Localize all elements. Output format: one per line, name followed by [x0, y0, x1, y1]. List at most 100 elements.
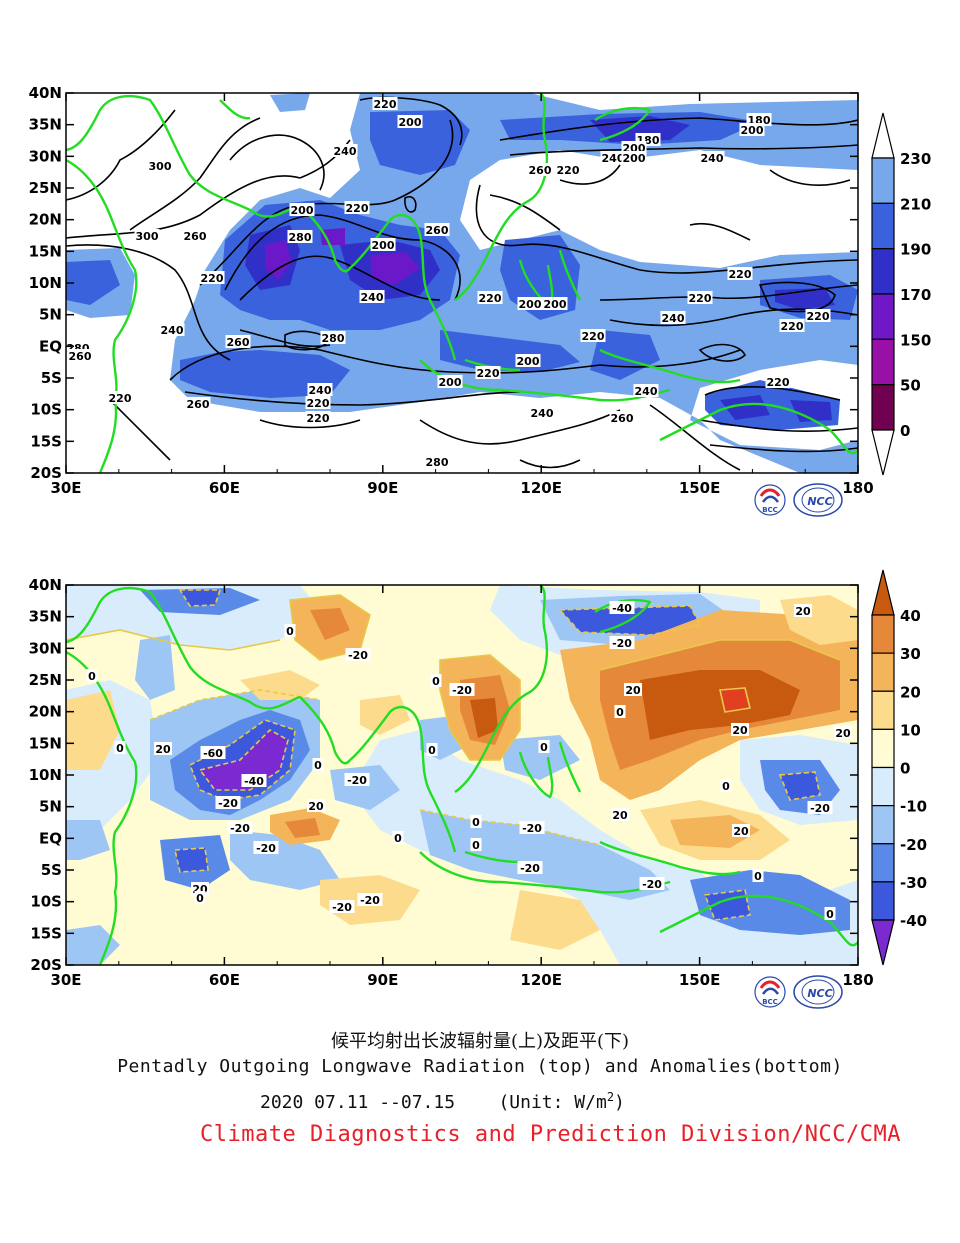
- contour-label: 20: [308, 800, 324, 813]
- x-tick-label: 180: [842, 971, 873, 989]
- contour-label-bg: [699, 151, 725, 164]
- contour-label-bg: [727, 267, 753, 280]
- contour-label-bg: [372, 97, 398, 110]
- contour-label: 260: [69, 350, 92, 363]
- contour-label-bg: [289, 203, 315, 216]
- contour-label: 240: [701, 152, 724, 165]
- contour-label: 200: [372, 239, 395, 252]
- x-tick-label: 180: [842, 479, 873, 497]
- contour-label: 220: [307, 397, 330, 410]
- contour-label-bg: [437, 375, 463, 388]
- x-tick-label: 90E: [367, 971, 398, 989]
- contour-label: -20: [360, 894, 380, 907]
- y-tick-label: 15S: [30, 432, 62, 450]
- contour-label-bg: [307, 799, 325, 812]
- contour-label: 200: [519, 298, 542, 311]
- contour-label: 240: [602, 152, 625, 165]
- contour-label: 0: [472, 816, 480, 829]
- contour-label-bg: [824, 907, 836, 920]
- contour-label: 240: [161, 324, 184, 337]
- colorbar-label: -20: [900, 836, 927, 854]
- y-tick-label: 5S: [41, 861, 62, 879]
- contour-label-bg: [529, 406, 555, 419]
- contour-label: 240: [531, 407, 554, 420]
- colorbar-box: [871, 805, 895, 845]
- colorbar-box: [871, 652, 895, 692]
- contour-label-bg: [794, 604, 812, 617]
- contour-label-bg: [609, 601, 635, 614]
- y-tick-label: 30N: [29, 147, 62, 165]
- contour-label-bg: [739, 123, 765, 136]
- contour-label-bg: [147, 159, 173, 172]
- contour-label-bg: [284, 624, 296, 637]
- y-tick-label: 5S: [41, 369, 62, 387]
- contour-label-bg: [470, 815, 482, 828]
- contour-label: 20: [795, 605, 811, 618]
- colorbar-box: [871, 248, 895, 295]
- y-tick-label: 20N: [29, 211, 62, 229]
- contour-label-bg: [430, 674, 442, 687]
- x-tick-label: 60E: [209, 479, 240, 497]
- colorbar-label: 210: [900, 195, 931, 213]
- contour-label-bg: [621, 151, 647, 164]
- y-tick-label: 40N: [29, 576, 62, 594]
- contour-label-bg: [470, 838, 482, 851]
- ncc-logo: NCC: [793, 975, 843, 1009]
- contour-label: 220: [346, 202, 369, 215]
- y-tick-label: 10S: [30, 401, 62, 419]
- contour-label-bg: [609, 411, 635, 424]
- contour-label-bg: [614, 705, 626, 718]
- caption-organization: Climate Diagnostics and Prediction Divis…: [200, 1122, 902, 1147]
- contour-label: -20: [332, 901, 352, 914]
- contour-label: 240: [635, 385, 658, 398]
- contour-label-bg: [538, 740, 550, 753]
- contour-label: 280: [426, 456, 449, 469]
- contour-label-bg: [357, 893, 383, 906]
- contour-label: 260: [426, 224, 449, 237]
- x-tick-label: 120E: [520, 971, 562, 989]
- colorbar-label: 230: [900, 150, 931, 168]
- contour-label-bg: [805, 309, 831, 322]
- contour-label-bg: [107, 391, 133, 404]
- contour-label: 220: [729, 268, 752, 281]
- contour-label: 200: [291, 204, 314, 217]
- colorbar-label: -40: [900, 912, 927, 930]
- contour-label-bg: [515, 354, 541, 367]
- contour-label-bg: [477, 291, 503, 304]
- contour-label-bg: [633, 384, 659, 397]
- contour-label-bg: [621, 141, 647, 154]
- x-tick-label: 120E: [520, 479, 562, 497]
- x-tick-label: 60E: [209, 971, 240, 989]
- contour-label: 200: [399, 116, 422, 129]
- contour-label: 220: [477, 367, 500, 380]
- contour-label: -20: [642, 878, 662, 891]
- y-tick-label: 5N: [39, 306, 62, 324]
- y-tick-label: 35N: [29, 608, 62, 626]
- colorbar-bottom-cap: [871, 919, 895, 966]
- contour-label-bg: [746, 113, 772, 126]
- contour-label: -20: [348, 649, 368, 662]
- y-tick-label: 20S: [30, 464, 62, 482]
- contour-label-bg: [765, 375, 791, 388]
- y-tick-label: EQ: [39, 337, 62, 355]
- contour-label-bg: [424, 223, 450, 236]
- colorbar-label: 10: [900, 721, 921, 739]
- contour-label-bg: [370, 238, 396, 251]
- colorbar-box: [871, 843, 895, 883]
- contour-label-bg: [720, 779, 732, 792]
- contour-label: 0: [286, 625, 294, 638]
- colorbar-box: [871, 881, 895, 921]
- contour-label: 220: [479, 292, 502, 305]
- contour-label: 0: [472, 839, 480, 852]
- contour-label: 200: [544, 298, 567, 311]
- contour-label-bg: [392, 831, 404, 844]
- contour-label-bg: [287, 230, 313, 243]
- colorbar-label: 30: [900, 645, 921, 663]
- contour-label-bg: [305, 411, 331, 424]
- colorbar-box: [871, 293, 895, 340]
- contour-label-bg: [426, 743, 438, 756]
- contour-label-bg: [345, 648, 371, 661]
